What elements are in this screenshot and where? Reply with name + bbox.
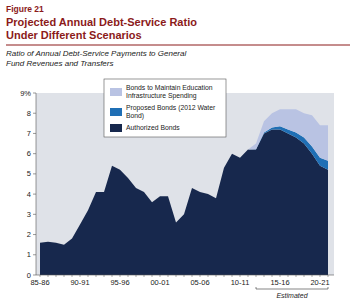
y-tick	[33, 113, 36, 114]
x-tick-label: 90-91	[70, 278, 89, 287]
legend-swatch	[110, 124, 122, 132]
legend-swatch	[110, 108, 122, 116]
x-tick-label: 00-01	[150, 278, 169, 287]
x-tick-label: 05-06	[190, 278, 209, 287]
y-tick-label: 7	[27, 129, 31, 138]
legend-label: Authorized Bonds	[126, 124, 180, 131]
text-line: Bonds to Maintain Education	[126, 84, 213, 91]
x-tick	[64, 275, 65, 277]
text-line: Proposed Bonds (2012 Water	[126, 104, 216, 112]
x-tick	[136, 275, 137, 277]
area	[40, 126, 328, 244]
y-tick-label: 4	[27, 190, 31, 199]
text-line: Fund Revenues and Transfers	[6, 59, 113, 68]
x-tick	[264, 275, 265, 277]
x-tick	[56, 275, 57, 277]
annotation: Estimated	[276, 292, 308, 299]
figure-label: Figure 21	[6, 4, 44, 14]
x-tick	[256, 275, 257, 277]
x-tick	[176, 275, 177, 277]
y-tick-label: 8	[27, 109, 31, 118]
legend: Bonds to Maintain EducationInfrastructur…	[104, 79, 226, 137]
x-tick	[328, 275, 329, 277]
x-axis	[36, 275, 334, 276]
legend-swatch	[110, 88, 122, 96]
text-line: Under Different Scenarios	[6, 29, 142, 41]
x-tick	[48, 275, 49, 277]
text-line: Projected Annual Debt-Service Ratio	[6, 16, 197, 28]
x-tick	[104, 275, 105, 277]
x-tick-label: 85-86	[30, 278, 49, 287]
x-tick	[88, 275, 89, 277]
subtitle: Ratio of Annual Debt-Service Payments to…	[6, 49, 186, 68]
y-tick	[33, 234, 36, 235]
figure: Figure 21 Projected Annual Debt-Service R…	[0, 0, 357, 303]
y-tick-label: 5	[27, 169, 31, 178]
x-tick-label: 15-16	[270, 278, 289, 287]
bracket	[256, 287, 328, 289]
x-tick	[96, 275, 97, 277]
text-line: Ratio of Annual Debt-Service Payments to…	[6, 49, 186, 58]
text-line: Authorized Bonds	[126, 124, 180, 131]
legend-label: Bonds to Maintain EducationInfrastructur…	[126, 84, 213, 100]
rule	[6, 45, 350, 46]
y-tick	[33, 214, 36, 215]
x-tick	[224, 275, 225, 277]
x-tick	[216, 275, 217, 277]
y-tick	[33, 275, 36, 276]
x-tick	[184, 275, 185, 277]
y-tick-label: 9%	[20, 89, 31, 98]
y-tick	[33, 133, 36, 134]
y-tick	[33, 93, 36, 94]
text-line: Infrastructure Spending	[126, 92, 197, 100]
x-tick-label: 95-96	[110, 278, 129, 287]
area	[40, 129, 328, 275]
x-tick-label: 10-11	[231, 278, 250, 287]
legend-label: Proposed Bonds (2012 WaterBond)	[126, 104, 216, 120]
x-tick	[304, 275, 305, 277]
y-tick-label: 6	[27, 149, 31, 158]
x-tick	[168, 275, 169, 277]
y-tick	[33, 173, 36, 174]
text-line: Bond)	[126, 112, 144, 120]
title: Projected Annual Debt-Service RatioUnder…	[6, 16, 197, 41]
x-tick	[208, 275, 209, 277]
x-tick	[248, 275, 249, 277]
x-tick	[296, 275, 297, 277]
x-tick	[128, 275, 129, 277]
legend-box	[104, 79, 226, 137]
y-tick-label: 1	[27, 250, 31, 259]
y-tick-label: 3	[27, 210, 31, 219]
y-axis	[36, 93, 37, 275]
y-tick	[33, 254, 36, 255]
y-tick-label: 2	[27, 230, 31, 239]
x-tick-label: 20-21	[310, 278, 329, 287]
x-tick	[144, 275, 145, 277]
x-tick	[288, 275, 289, 277]
y-tick	[33, 153, 36, 154]
y-tick	[33, 194, 36, 195]
